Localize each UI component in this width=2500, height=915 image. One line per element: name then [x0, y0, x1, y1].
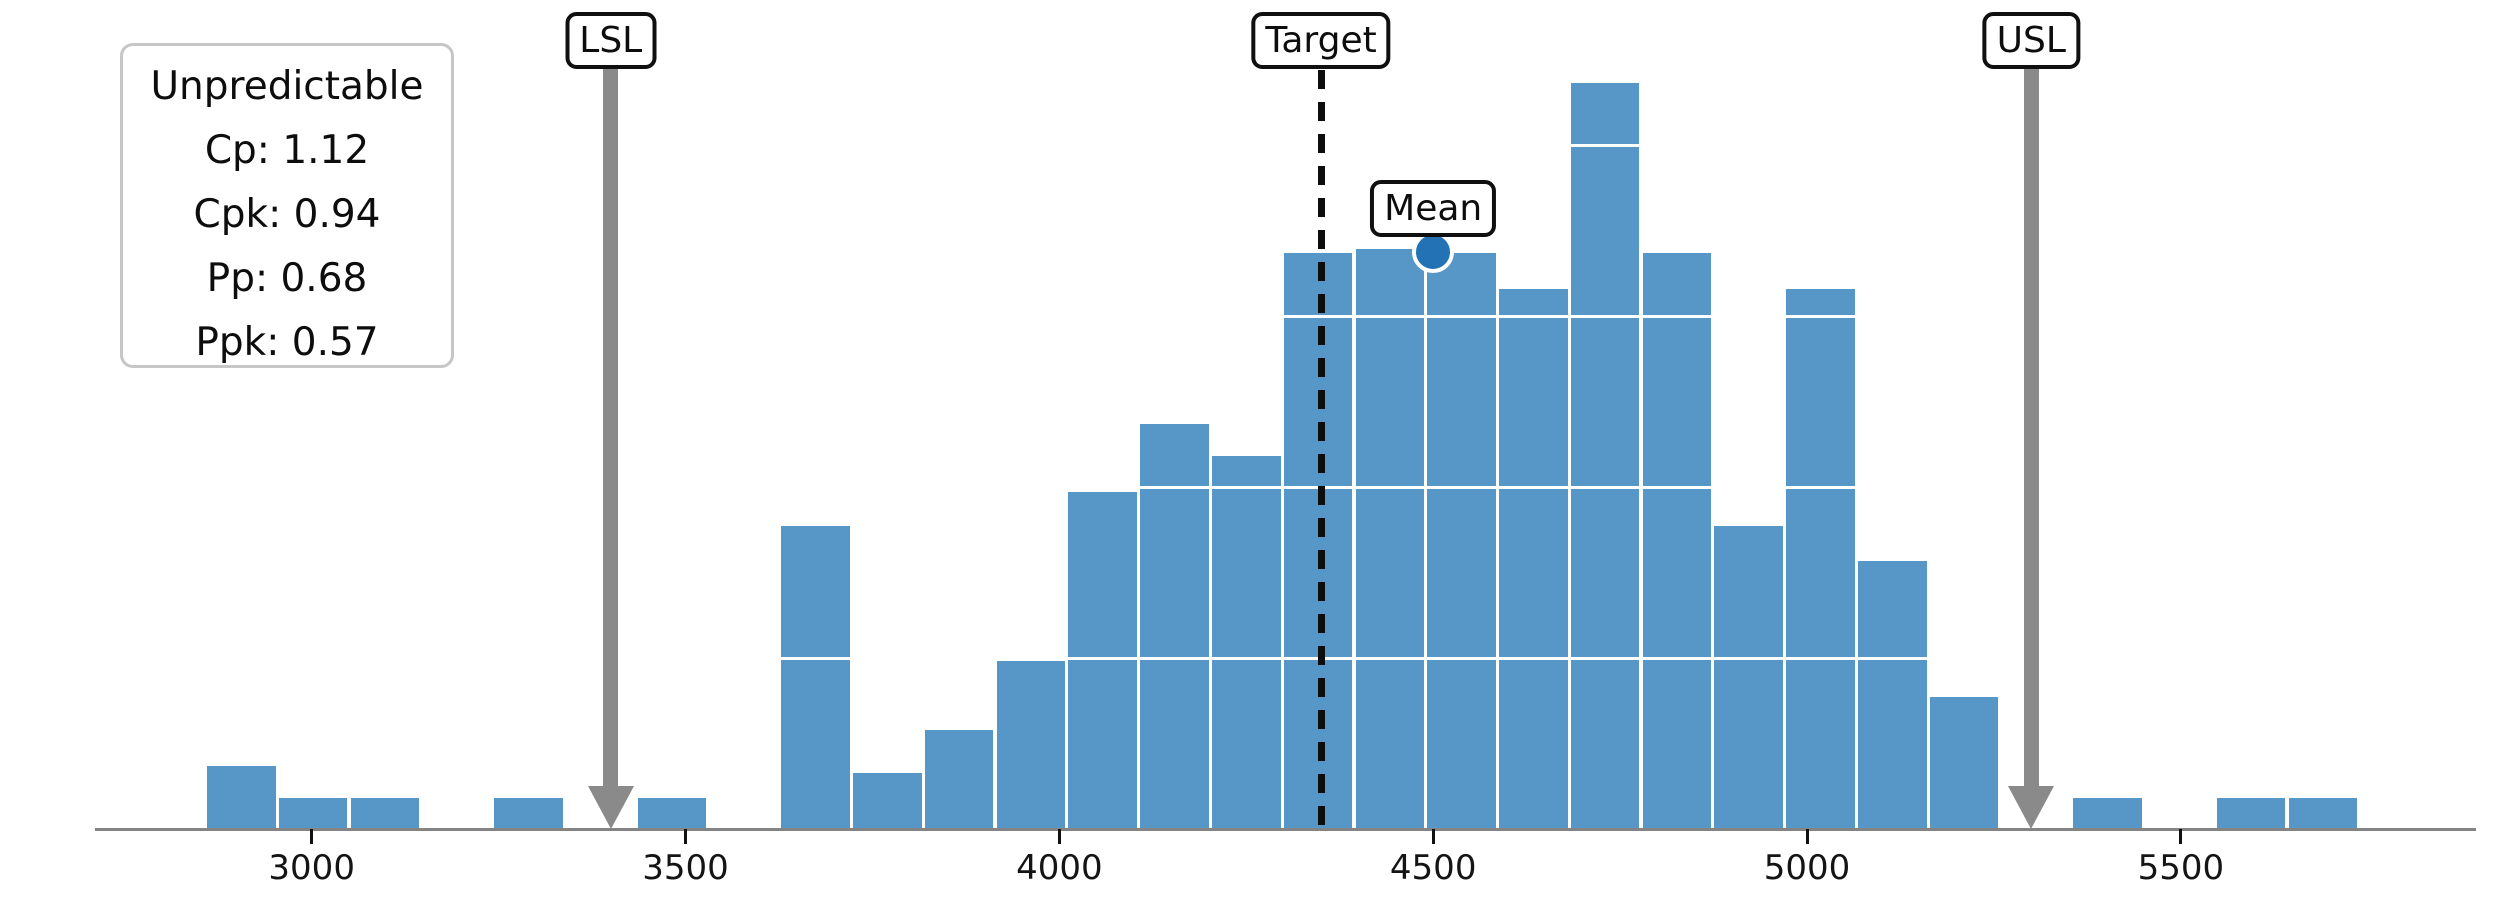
x-axis-tick	[1431, 829, 1435, 844]
stats-title: Unpredictable	[150, 64, 424, 109]
x-tick-label: 3500	[642, 848, 729, 888]
x-axis-tick	[1057, 829, 1061, 844]
lsl-arrow	[603, 68, 619, 787]
histogram-bar	[494, 798, 563, 829]
histogram-bar	[207, 765, 276, 829]
lsl-label: LSL	[565, 12, 657, 69]
mean-dot	[1412, 231, 1455, 273]
histogram-bar	[853, 772, 922, 829]
x-axis-tick	[2179, 829, 2183, 844]
gridline	[96, 656, 2476, 660]
histogram-bar	[781, 526, 850, 829]
histogram-bar	[278, 798, 348, 829]
x-tick-label: 3000	[268, 848, 355, 888]
histogram-bar	[1570, 83, 1640, 829]
histogram-bar	[1212, 456, 1281, 829]
x-tick-label: 4000	[1016, 848, 1103, 888]
usl-label: USL	[1982, 12, 2080, 69]
histogram-bar	[1068, 492, 1137, 829]
histogram-bar	[1427, 252, 1496, 829]
x-axis-tick	[684, 829, 688, 844]
histogram-bar	[2288, 798, 2358, 829]
histogram-bar	[350, 798, 420, 829]
histogram-bar	[1714, 526, 1783, 829]
usl-arrowhead-icon	[2008, 786, 2055, 829]
target-dashed-line	[1317, 70, 1325, 829]
histogram-bar	[2216, 798, 2286, 829]
histogram-bar	[1140, 423, 1209, 829]
target-label: Target	[1251, 12, 1391, 69]
stat-row-cp: Cp: 1.12	[204, 128, 370, 173]
gridline	[96, 143, 2476, 147]
mean-label: Mean	[1370, 180, 1497, 237]
stat-row-cpk: Cpk: 0.94	[193, 192, 381, 237]
histogram-bar	[637, 798, 707, 829]
usl-arrow	[2023, 68, 2039, 787]
x-axis-line	[95, 828, 2476, 831]
stat-row-pp: Pp: 0.68	[206, 256, 368, 301]
histogram-bar	[1858, 560, 1927, 829]
x-axis-tick	[1805, 829, 1809, 844]
capability-stats-box: Unpredictable Cp: 1.12 Cpk: 0.94 Pp: 0.6…	[120, 43, 454, 368]
x-tick-label: 4500	[1389, 848, 1477, 888]
x-tick-label: 5000	[1763, 848, 1851, 888]
histogram-bar	[1642, 252, 1712, 829]
x-tick-label: 5500	[2137, 848, 2225, 888]
histogram-bar	[1929, 697, 1999, 829]
lsl-arrowhead-icon	[587, 786, 634, 829]
gridline	[96, 485, 2476, 489]
histogram-bar	[1355, 249, 1425, 829]
histogram-bar	[1786, 288, 1855, 829]
histogram-bar	[2073, 798, 2142, 829]
gridline	[96, 314, 2476, 318]
histogram-bar	[996, 661, 1066, 829]
histogram-bar	[1499, 288, 1568, 829]
stat-row-ppk: Ppk: 0.57	[195, 320, 379, 365]
x-axis-tick	[310, 829, 314, 844]
histogram-bar	[924, 729, 994, 829]
